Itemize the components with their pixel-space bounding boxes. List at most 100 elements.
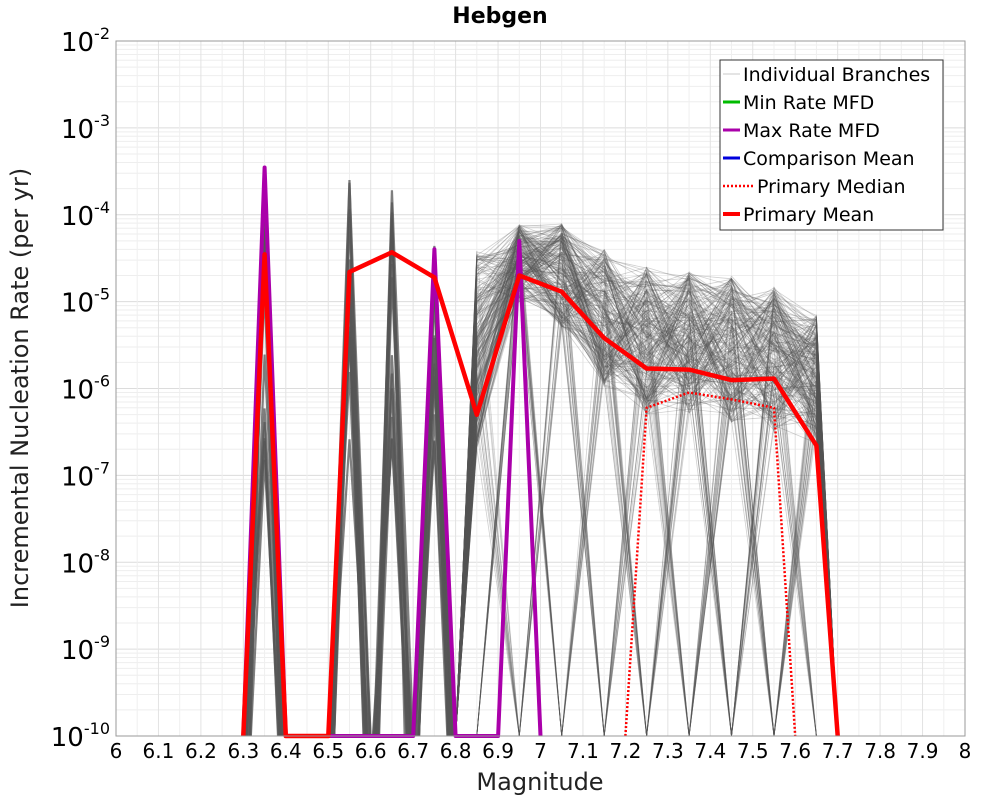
branch-line — [455, 278, 839, 737]
branch-line — [455, 267, 839, 737]
branch-line — [455, 234, 839, 737]
branch-line — [455, 254, 838, 737]
branch-line — [455, 254, 839, 737]
branch-line — [413, 440, 451, 737]
legend-label: Primary Mean — [743, 204, 874, 226]
branch-line — [455, 235, 839, 737]
x-tick-label: 6.7 — [397, 739, 429, 763]
branch-line — [455, 246, 839, 737]
branch-line — [455, 257, 839, 737]
branch-line — [455, 247, 839, 737]
x-tick-label: 7.9 — [907, 739, 939, 763]
legend-label: Max Rate MFD — [743, 120, 880, 142]
branch-line — [455, 237, 839, 737]
branch-line — [455, 272, 839, 737]
branch-line — [455, 245, 839, 737]
branch-line — [455, 233, 839, 737]
branch-line — [371, 439, 410, 737]
branch-line — [455, 265, 839, 737]
branch-line — [455, 236, 839, 737]
branch-line — [455, 236, 839, 737]
branch-line — [455, 241, 839, 737]
branch-line — [455, 231, 839, 737]
branch-line — [455, 229, 839, 737]
branch-line — [455, 247, 839, 737]
branch-line — [455, 232, 839, 737]
branch-line — [455, 236, 839, 737]
branch-line — [455, 250, 839, 737]
x-tick-label: 7.2 — [609, 739, 641, 763]
branch-line — [455, 224, 839, 737]
branch-line — [455, 281, 839, 737]
series-max-rate-mfd — [241, 165, 543, 738]
x-tick-label: 6.4 — [270, 739, 302, 763]
legend-entry: Comparison Mean — [723, 148, 915, 170]
branch-line — [455, 226, 839, 737]
x-axis-ticks: 6 6.1 6.2 6.3 6.4 6.5 6.6 6.7 6.8 6.9 7 7.1 7.2 7.3 7.… — [110, 739, 972, 763]
branch-line — [455, 253, 839, 737]
branch-line — [455, 263, 839, 737]
branch-line — [455, 252, 839, 737]
branch-line — [455, 223, 839, 737]
y-tick-label: 10-5 — [61, 285, 110, 319]
legend-label: Comparison Mean — [743, 148, 915, 170]
branch-line — [455, 279, 839, 737]
branch-line — [455, 261, 839, 737]
branch-line — [455, 283, 839, 737]
branch-line — [455, 228, 839, 737]
x-tick-label: 6.6 — [355, 739, 387, 763]
branch-line — [455, 235, 839, 737]
branch-line — [455, 225, 839, 737]
branch-line — [455, 223, 839, 737]
branch-line — [455, 233, 839, 737]
branch-line — [455, 245, 839, 737]
branch-line — [455, 241, 839, 737]
branch-line — [455, 255, 839, 737]
legend-entry: Primary Mean — [723, 204, 874, 226]
branch-line — [455, 228, 839, 737]
branch-line — [455, 233, 839, 737]
branch-line — [455, 234, 839, 737]
x-tick-label: 6.1 — [143, 739, 175, 763]
branch-line — [455, 286, 839, 737]
branch-line — [455, 249, 839, 737]
branch-line — [455, 226, 839, 737]
branch-line — [455, 251, 839, 737]
branch-line — [455, 231, 839, 737]
branch-line — [455, 240, 839, 737]
y-axis-ticks: 10-2 10-3 10-4 10-5 10-6 10-7 10-8 10-9 10-10 — [51, 24, 110, 753]
branch-line — [455, 291, 839, 737]
branch-line — [455, 236, 839, 737]
branch-line — [455, 228, 839, 737]
branch-line — [455, 235, 839, 737]
branch-line — [455, 248, 839, 737]
branch-line — [455, 258, 839, 737]
x-tick-label: 6.3 — [227, 739, 259, 763]
branch-line — [455, 229, 838, 737]
branch-line — [455, 224, 839, 737]
branch-line — [455, 293, 839, 737]
legend-label: Min Rate MFD — [743, 92, 874, 114]
branch-line — [455, 235, 838, 737]
branch-line — [455, 266, 839, 737]
y-tick-label: 10-7 — [61, 458, 110, 492]
branch-line — [455, 225, 839, 737]
branch-line — [455, 256, 839, 737]
branch-line — [455, 227, 838, 737]
branch-line — [455, 235, 839, 737]
branch-line — [455, 230, 839, 737]
branch-line — [455, 228, 839, 737]
branch-line — [245, 441, 280, 737]
branch-line — [455, 252, 839, 737]
branch-line — [455, 225, 839, 737]
branch-line — [455, 274, 839, 737]
branch-line — [455, 237, 838, 737]
branch-line — [455, 255, 839, 737]
branch-line — [455, 244, 839, 737]
branch-line — [455, 270, 839, 737]
branch-line — [455, 234, 839, 737]
branch-line — [455, 255, 839, 737]
branch-line — [455, 224, 839, 737]
branch-line — [455, 227, 839, 737]
branch-line — [455, 243, 838, 737]
